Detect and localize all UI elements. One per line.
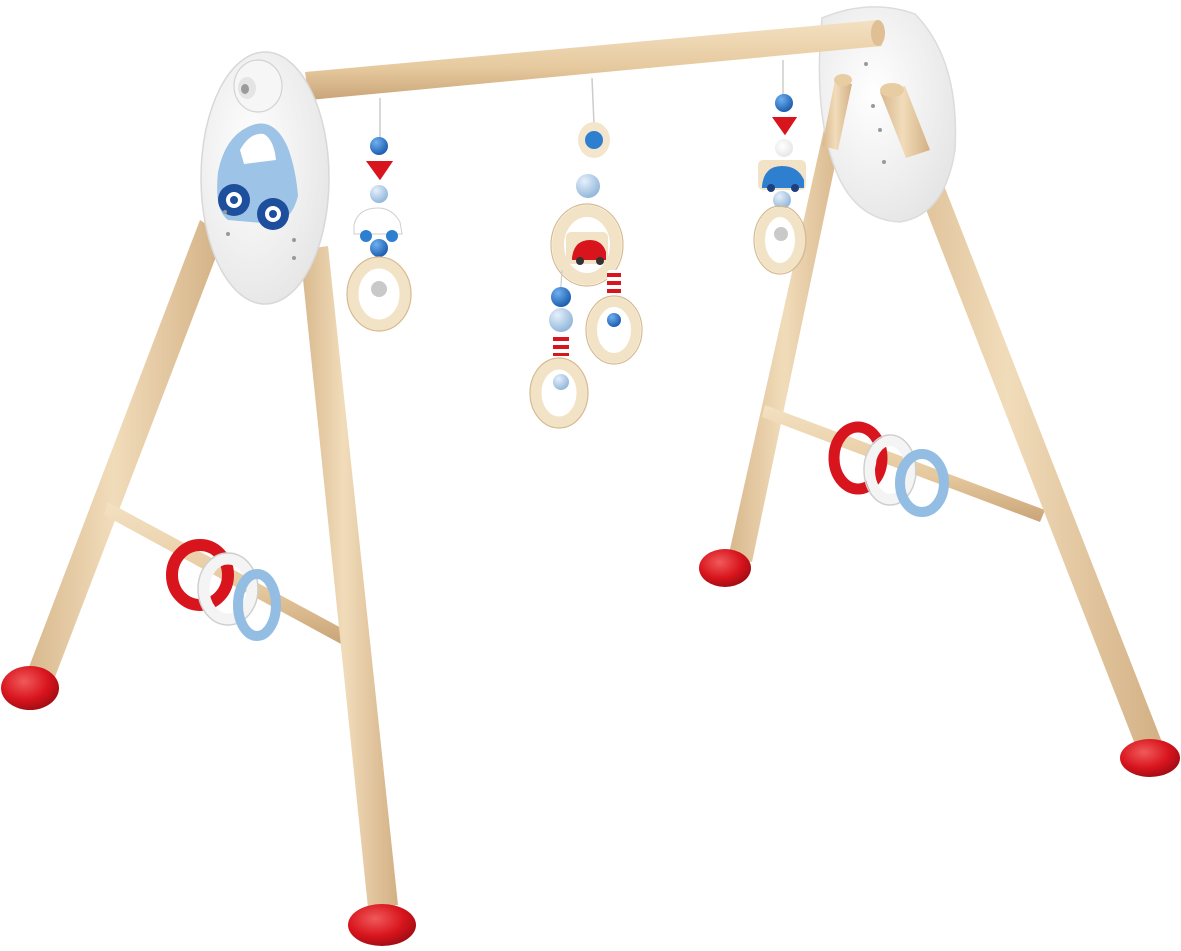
- peg-hole: [292, 256, 296, 260]
- knob: [233, 59, 283, 113]
- blue-bead: [551, 287, 571, 307]
- left-frame: [1, 51, 416, 946]
- left-rings: [166, 539, 281, 641]
- red-foot: [348, 904, 416, 946]
- right-rings: [828, 421, 949, 517]
- light-blue-ring: [895, 449, 949, 517]
- light-blue-bead: [773, 191, 791, 209]
- red-ring: [166, 539, 234, 611]
- left-front-leg: [300, 246, 398, 908]
- blue-bead: [370, 239, 388, 257]
- blue-bead: [370, 137, 388, 155]
- red-ring: [828, 421, 888, 495]
- red-foot: [1120, 739, 1180, 777]
- right-frame: [699, 6, 1180, 777]
- bell-icon: [774, 227, 788, 241]
- white-bead: [775, 139, 793, 157]
- hanging-toy-left: [346, 98, 412, 332]
- car-toy: [758, 160, 806, 192]
- peg-hole: [223, 210, 227, 214]
- blue-bead: [775, 94, 793, 112]
- red-foot: [699, 549, 751, 587]
- light-blue-bead: [370, 185, 388, 203]
- hanging-toy-right: [753, 60, 807, 275]
- right-front-leg: [728, 80, 852, 562]
- hanging-toy-center: [529, 77, 643, 429]
- car-icon: [217, 123, 298, 230]
- red-triangle: [768, 115, 801, 139]
- right-side-panel: [818, 6, 957, 223]
- wood-ring: [530, 358, 588, 428]
- peg-hole: [878, 128, 882, 132]
- white-ring: [198, 553, 258, 625]
- peg-hole: [226, 232, 230, 236]
- wood-ring: [552, 205, 622, 285]
- light-blue-bead: [549, 308, 573, 332]
- left-back-leg: [24, 220, 224, 690]
- wood-ring: [347, 257, 411, 331]
- bell-icon: [371, 281, 387, 297]
- car-toy: [353, 207, 403, 242]
- peg-hole: [864, 62, 868, 66]
- wood-ring: [755, 207, 805, 273]
- light-blue-ring: [233, 569, 281, 641]
- peg-hole: [871, 104, 875, 108]
- top-bar: [305, 20, 885, 100]
- peg-hole: [882, 160, 886, 164]
- red-triangle: [362, 159, 397, 184]
- peg-hole: [292, 238, 296, 242]
- car-toy: [566, 232, 608, 265]
- light-blue-bead: [576, 174, 600, 198]
- red-foot: [1, 666, 59, 710]
- white-ring-edge: [863, 434, 917, 506]
- right-back-leg: [880, 86, 1162, 752]
- wood-ring: [587, 297, 641, 363]
- white-ring: [865, 436, 915, 504]
